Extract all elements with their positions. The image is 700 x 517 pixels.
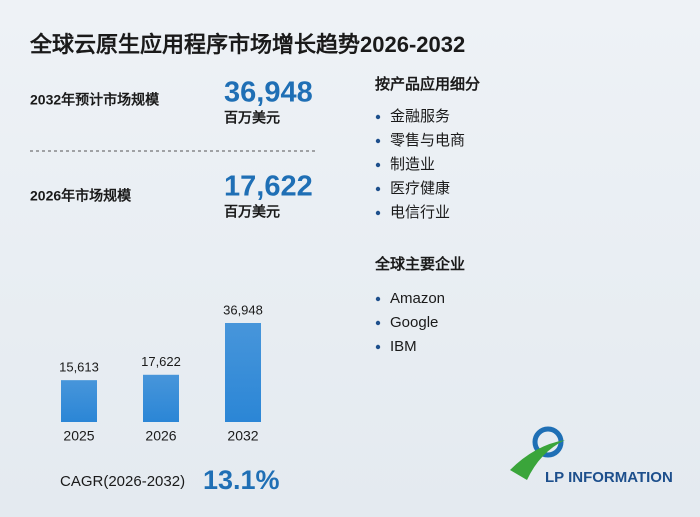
bullet	[375, 320, 381, 326]
logo-swoosh	[510, 440, 565, 480]
logo-text: LP INFORMATION	[545, 469, 673, 486]
list-item: 金融服务	[390, 108, 450, 125]
list-item: Google	[390, 314, 438, 331]
section-title: 全球主要企业	[374, 255, 465, 273]
highlight-label: 2026年市场规模	[30, 188, 132, 204]
section-title: 按产品应用细分	[375, 75, 480, 93]
value-label: 36,948	[223, 302, 263, 317]
highlight-value: 17,622	[224, 171, 313, 203]
bullet	[375, 138, 381, 144]
logo: LP INFORMATION	[510, 426, 673, 486]
list-item: 医疗健康	[390, 180, 450, 197]
cagr-label: CAGR(2026-2032)	[60, 473, 185, 490]
x-tick-label: 2026	[145, 428, 176, 444]
highlight-label: 2032年预计市场规模	[30, 92, 160, 108]
cagr-value: 13.1%	[203, 465, 280, 495]
bar	[143, 374, 179, 422]
list-item: IBM	[390, 338, 417, 355]
x-tick-label: 2025	[63, 428, 94, 444]
bar	[61, 380, 97, 422]
bullet	[375, 162, 381, 168]
bar	[225, 323, 261, 422]
title: 全球云原生应用程序市场增长趋势2026-2032	[29, 32, 465, 57]
bullet	[375, 296, 381, 302]
highlight-value: 36,948	[224, 77, 313, 109]
value-label: 17,622	[141, 354, 181, 369]
bullet	[375, 210, 381, 216]
bullet	[375, 186, 381, 192]
value-label: 15,613	[59, 360, 99, 375]
bullet	[375, 344, 381, 350]
list-item: 零售与电商	[390, 132, 465, 149]
bullet	[375, 114, 381, 120]
x-tick-label: 2032	[227, 428, 258, 444]
list-item: 电信行业	[390, 204, 450, 221]
list-item: 制造业	[390, 156, 435, 173]
list-item: Amazon	[390, 290, 445, 307]
highlight-unit: 百万美元	[224, 204, 280, 220]
highlight-unit: 百万美元	[224, 110, 280, 126]
